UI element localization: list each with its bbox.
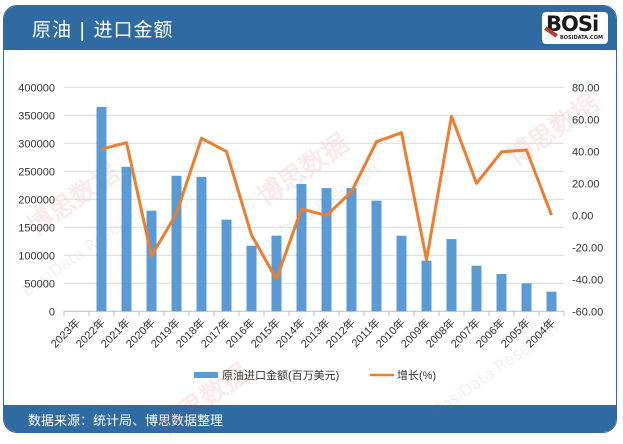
data-source-text: 数据来源：统计局、博思数据整理 [28, 414, 224, 429]
legend-line-label: 增长(%) [397, 368, 436, 382]
bar [246, 245, 257, 312]
bar [146, 210, 157, 312]
y-right-tick: -40.00 [572, 274, 603, 286]
bar [471, 265, 482, 312]
brand-logo: BOSi BOSIDATA.COM [542, 12, 608, 44]
y-right-tick: 40.00 [572, 146, 600, 158]
bar [396, 235, 407, 312]
bar [221, 219, 232, 312]
y-right-tick: 80.00 [572, 82, 600, 94]
bar [546, 291, 557, 312]
page-title: 原油 | 进口金额 [32, 19, 174, 41]
y-right-tick: 60.00 [572, 114, 600, 126]
y-left-tick: 150000 [18, 222, 55, 234]
y-left-tick: 0 [49, 306, 55, 318]
logo-subtext: BOSIDATA.COM [560, 35, 603, 41]
bar [346, 188, 357, 312]
bar [196, 176, 207, 312]
bar [271, 235, 282, 312]
y-right-tick: -20.00 [572, 242, 603, 254]
bar [446, 239, 457, 312]
bar [421, 260, 432, 312]
y-left-tick: 400000 [18, 82, 55, 94]
bar [371, 200, 382, 312]
y-left-tick: 100000 [18, 250, 55, 262]
y-left-tick: 350000 [18, 110, 55, 122]
bar [121, 166, 132, 312]
bar [321, 188, 332, 312]
bar [171, 175, 182, 312]
footer-bar: 数据来源：统计局、博思数据整理 [4, 405, 616, 432]
growth-line [101, 114, 553, 281]
legend-bar-label: 原油进口金额(百万美元) [222, 368, 339, 382]
bar [496, 274, 507, 312]
y-right-tick: 0.00 [572, 210, 593, 222]
bar [296, 184, 307, 312]
y-left-tick: 250000 [18, 166, 55, 178]
bar [521, 283, 532, 312]
y-left-tick: 50000 [24, 278, 55, 290]
y-right-tick: 20.00 [572, 178, 600, 190]
legend-bar-swatch-icon [194, 372, 218, 378]
bar [96, 106, 107, 312]
y-left-tick: 200000 [18, 194, 55, 206]
y-right-tick: -60.00 [572, 306, 603, 318]
header-bar: 原油 | 进口金额 BOSi BOSIDATA.COM [4, 6, 616, 50]
y-left-tick: 300000 [18, 138, 55, 150]
